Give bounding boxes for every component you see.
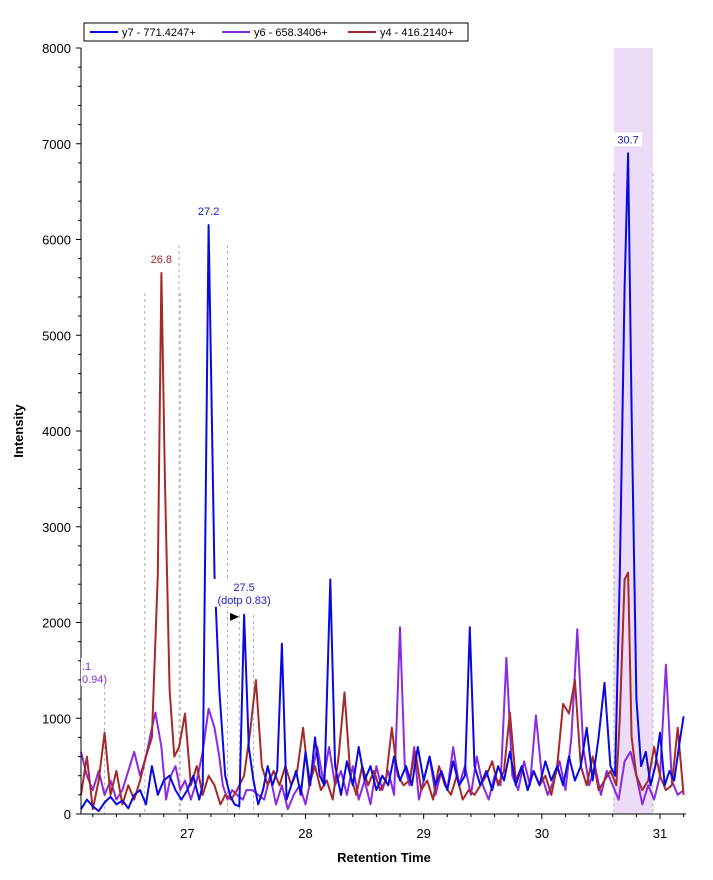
series-lines — [80, 152, 685, 813]
series-line-y7 — [80, 152, 685, 813]
series-line-y6 — [80, 626, 685, 811]
y-tick-label-0: 0 — [64, 807, 71, 822]
y-tick-label-6: 6000 — [42, 233, 71, 248]
annotation-label-a272: 27.2 — [198, 206, 219, 218]
annotation-label-aleft: .1 — [82, 661, 91, 673]
annotation-bg-a268 — [147, 252, 176, 267]
y-axis-title: Intensity — [11, 404, 26, 458]
x-tick-label-2: 29 — [416, 826, 430, 841]
annotation-bg-a272 — [194, 204, 223, 219]
y-tick-label-1: 1000 — [42, 711, 71, 726]
y-tick-label-5: 5000 — [42, 328, 71, 343]
y-tick-label-4: 4000 — [42, 424, 71, 439]
legend-box — [83, 22, 469, 42]
x-tick-label-1: 28 — [298, 826, 312, 841]
annotation-bg-a275 — [213, 578, 276, 607]
legend-label-y7: y7 - 771.4247+ — [122, 27, 196, 39]
legend-label-y4: y4 - 416.2140+ — [380, 27, 454, 39]
y-tick-label-3: 3000 — [42, 520, 71, 535]
y-tick-label-7: 7000 — [42, 137, 71, 152]
y-tick-label-8: 8000 — [42, 41, 71, 56]
x-tick-label-4: 31 — [653, 826, 667, 841]
x-tick-label-3: 30 — [535, 826, 549, 841]
x-axis-title: Retention Time — [337, 850, 431, 865]
annotation-sublabel-a275: (dotp 0.83) — [217, 595, 270, 607]
annotation-bg-a307 — [614, 132, 643, 147]
annotation-label-a307: 30.7 — [617, 134, 638, 146]
legend-label-y6: y6 - 658.3406+ — [254, 27, 328, 39]
x-tick-label-0: 27 — [180, 826, 194, 841]
annotation-bg-aleft — [81, 657, 111, 686]
annotation-label-a268: 26.8 — [151, 254, 172, 266]
peak-boundaries — [80, 173, 654, 814]
series-line-y4 — [80, 272, 685, 811]
pointer-arrow-icon — [230, 612, 240, 621]
legend[interactable]: y7 - 771.4247+ y6 - 658.3406+ y4 - 416.2… — [83, 22, 469, 42]
annotation-label-a275: 27.5 — [233, 582, 254, 594]
peak-annotations: 26.8 27.2 30.7 27.5(dotp 0.83) .10.94) — [81, 132, 643, 686]
axes: 0 1000 2000 3000 4000 5000 6000 7000 8000 27 28 29 3… — [42, 41, 686, 841]
y-tick-label-2: 2000 — [42, 616, 71, 631]
annotation-sublabel-aleft: 0.94) — [82, 674, 107, 686]
